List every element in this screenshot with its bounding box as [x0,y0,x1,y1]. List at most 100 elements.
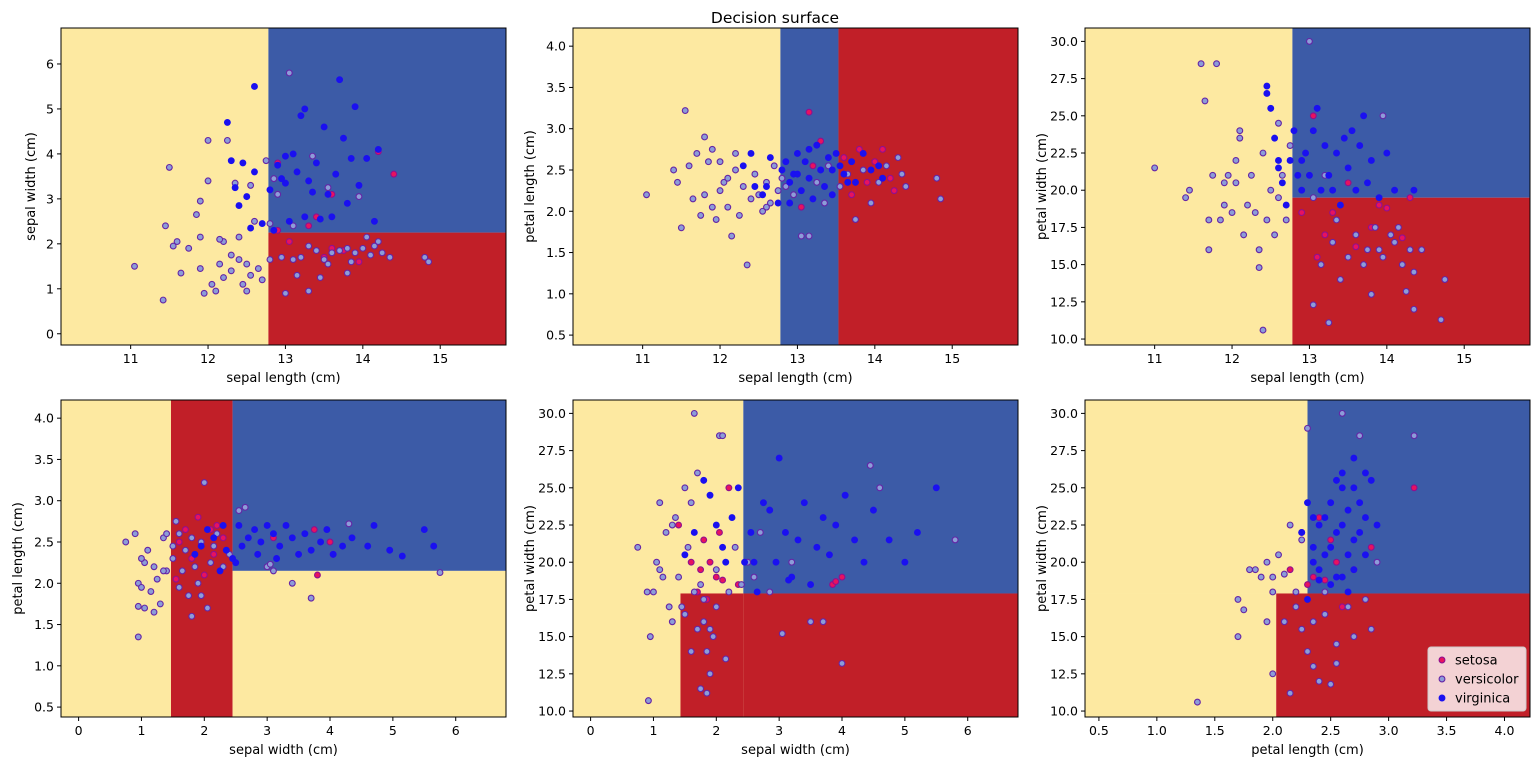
data-point-versicolor [293,271,301,279]
data-point-versicolor [1263,618,1271,626]
y-tick-label: 22.5 [538,518,566,533]
y-tick-label: 2.0 [546,204,566,219]
data-point-virginica [793,150,801,157]
data-point-versicolor [1338,409,1346,417]
y-tick-label: 30.0 [538,406,566,421]
data-point-virginica [793,170,801,178]
data-point-virginica [1333,573,1340,581]
data-point-virginica [751,183,759,190]
data-point-virginica [813,543,821,551]
data-point-setosa [210,550,218,558]
data-point-setosa [172,575,180,583]
data-point-virginica [805,174,813,182]
data-point-versicolor [212,287,220,295]
y-tick-label: 30.0 [1050,34,1078,49]
data-point-versicolor [138,583,145,591]
x-tick-label: 2 [712,723,720,738]
data-point-versicolor [191,563,199,571]
data-point-virginica [430,542,438,550]
x-tick-label: 13 [277,351,293,366]
y-tick-label: 17.5 [1050,220,1078,235]
data-point-virginica [1304,499,1311,507]
data-point-versicolor [1269,588,1277,596]
data-point-versicolor [1410,432,1418,440]
data-point-setosa [848,191,856,199]
data-point-setosa [1286,566,1294,574]
data-point-versicolor [778,630,786,638]
data-point-virginica [774,199,782,207]
data-point-versicolor [1257,573,1265,581]
data-point-versicolor [716,158,724,166]
data-point-versicolor [324,184,332,192]
data-point-virginica [828,166,836,174]
data-point-versicolor [681,107,689,115]
data-point-virginica [251,83,258,90]
data-point-setosa [697,566,705,574]
data-point-versicolor [687,499,695,507]
data-point-versicolor [766,588,774,596]
data-point-versicolor [875,178,883,186]
data-point-virginica [295,550,303,558]
data-point-versicolor [656,499,664,507]
data-point-virginica [824,154,832,162]
x-tick-label: 3.0 [1379,723,1399,738]
data-point-virginica [1352,186,1360,194]
data-point-versicolor [1280,570,1288,578]
data-point-versicolor [1315,677,1323,685]
data-point-virginica [747,529,755,536]
data-point-versicolor [204,136,212,144]
data-point-virginica [1344,551,1352,559]
data-point-virginica [901,558,909,566]
data-point-versicolor [345,520,353,528]
data-point-versicolor [1255,264,1263,272]
data-point-setosa [313,571,321,579]
data-point-versicolor [207,559,215,567]
data-point-virginica [1373,521,1381,529]
data-point-virginica [216,567,224,575]
data-point-versicolor [644,697,652,705]
y-tick-label: 5 [46,101,54,116]
data-point-versicolor [138,555,145,562]
y-tick-label: 6 [46,56,54,71]
data-point-versicolor [1379,112,1387,120]
data-point-versicolor [756,529,764,536]
data-point-virginica [332,170,340,178]
data-point-versicolor [197,592,205,600]
data-point-versicolor [665,603,673,611]
data-point-versicolor [700,618,708,626]
data-point-versicolor [162,222,169,230]
x-tick-label: 6 [964,723,972,738]
data-point-virginica [1375,194,1383,202]
data-point-setosa [675,521,683,529]
data-point-versicolor [725,588,733,596]
data-point-versicolor [1344,253,1352,261]
data-point-versicolor [824,162,832,170]
data-point-versicolor [685,162,693,170]
decision-region-2 [170,400,233,717]
subplot-5: 0 1 2 3 4 5 6 10.0 12.5 15.0 17.5 20.0 22.5 25.0 27.5 3… [523,399,1019,758]
data-point-virginica [867,166,875,174]
y-tick-label: 4.0 [34,411,54,426]
data-point-versicolor [227,267,235,275]
data-point-versicolor [247,181,255,189]
data-point-virginica [1333,149,1340,157]
data-point-versicolor [1391,238,1399,246]
y-tick-label: 1.5 [34,617,54,632]
decision-regions [573,28,1018,345]
data-point-setosa [1410,484,1418,492]
data-point-versicolor [1247,171,1255,179]
data-point-versicolor [204,177,212,185]
data-point-virginica [1356,499,1364,507]
scatter-points [1193,409,1418,706]
data-point-versicolor [1220,179,1228,187]
scatter-points [122,479,444,641]
x-tick-label: 1.0 [1147,723,1167,738]
data-point-virginica [885,536,893,544]
data-point-versicolor [175,583,183,591]
data-point-virginica [734,484,742,492]
data-point-versicolor [177,269,185,277]
decision-regions [1085,28,1530,345]
data-point-versicolor [634,543,642,551]
data-point-versicolor [1251,209,1259,216]
y-tick-label: 20.0 [538,555,566,570]
